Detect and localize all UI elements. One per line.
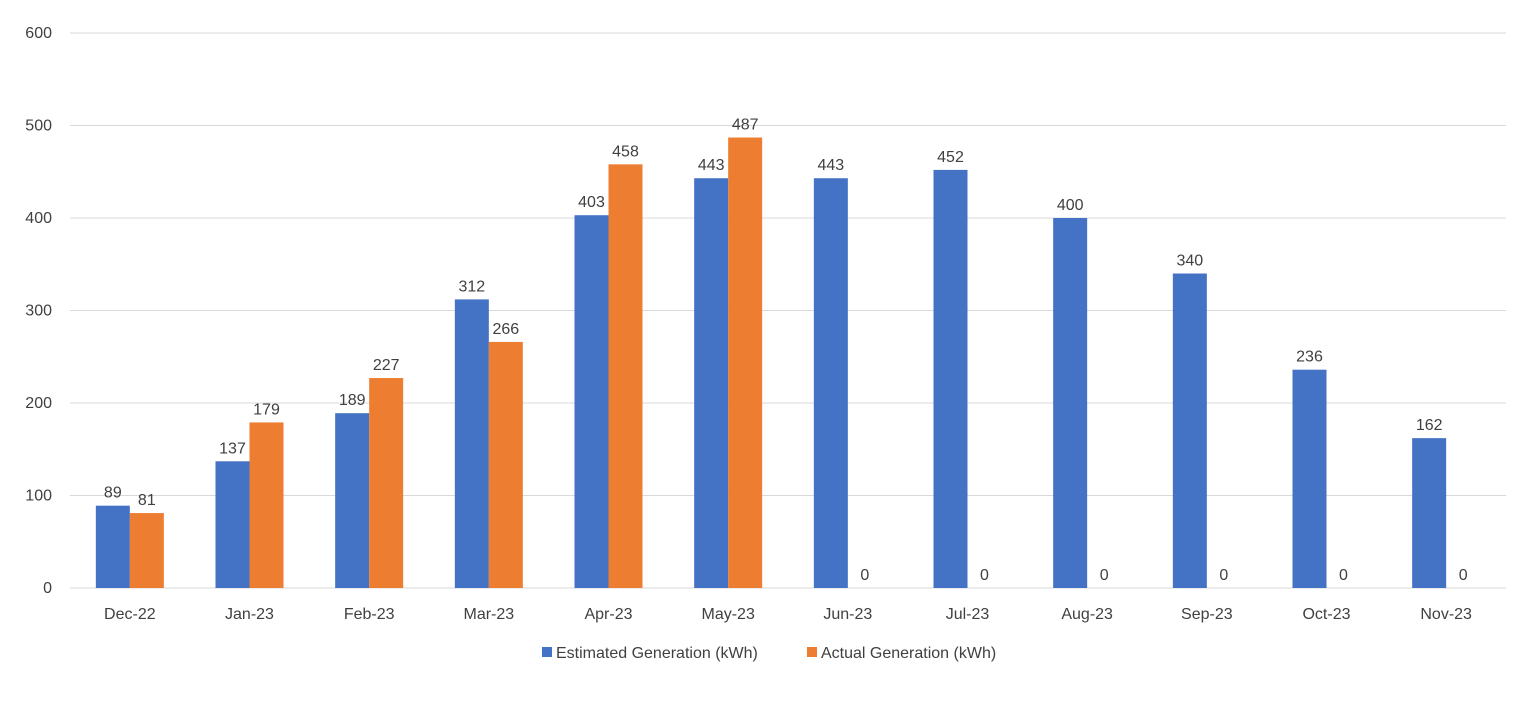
bar-actual-dec-22 xyxy=(129,513,164,588)
data-label-estimated: 236 xyxy=(1296,349,1323,366)
data-label-estimated: 137 xyxy=(219,440,246,457)
x-category-label: Sep-23 xyxy=(1181,606,1233,623)
data-label-actual: 487 xyxy=(732,117,759,134)
x-category-label: Nov-23 xyxy=(1420,606,1472,623)
bars xyxy=(95,137,1447,588)
bar-estimated-oct-23 xyxy=(1292,369,1327,588)
data-label-estimated: 443 xyxy=(817,157,844,174)
bar-estimated-apr-23 xyxy=(574,215,609,588)
x-category-label: Oct-23 xyxy=(1302,606,1350,623)
bar-estimated-dec-22 xyxy=(95,505,130,588)
x-category-label: Dec-22 xyxy=(104,606,156,623)
data-label-estimated: 340 xyxy=(1176,253,1203,270)
data-label-actual: 81 xyxy=(138,492,156,509)
x-category-label: Apr-23 xyxy=(584,606,632,623)
bar-actual-jan-23 xyxy=(249,422,284,588)
x-category-label: Jul-23 xyxy=(946,606,990,623)
data-label-estimated: 89 xyxy=(104,485,122,502)
y-tick-label: 100 xyxy=(25,488,52,505)
gridlines xyxy=(70,32,1506,589)
y-axis-ticks: 0 100 200 300 400 500 600 xyxy=(25,25,52,597)
legend-swatch-actual xyxy=(807,647,817,657)
bar-estimated-jun-23 xyxy=(813,178,848,588)
y-tick-label: 0 xyxy=(43,580,52,597)
y-tick-label: 500 xyxy=(25,118,52,135)
x-category-label: Aug-23 xyxy=(1061,606,1113,623)
y-tick-label: 600 xyxy=(25,25,52,42)
legend-label-estimated: Estimated Generation (kWh) xyxy=(556,645,758,662)
bar-estimated-nov-23 xyxy=(1412,438,1447,588)
x-category-label: Feb-23 xyxy=(344,606,395,623)
data-label-actual: 0 xyxy=(860,567,869,584)
data-label-actual: 0 xyxy=(1219,567,1228,584)
data-label-actual: 227 xyxy=(373,357,400,374)
x-axis-categories: Dec-22 Jan-23 Feb-23 Mar-23 Apr-23 May-23 Jun-… xyxy=(104,606,1472,623)
data-label-actual: 0 xyxy=(980,567,989,584)
data-label-actual: 179 xyxy=(253,401,280,418)
data-label-estimated: 162 xyxy=(1416,417,1443,434)
bar-estimated-may-23 xyxy=(694,178,729,588)
data-label-estimated: 443 xyxy=(698,157,725,174)
data-label-estimated: 452 xyxy=(937,149,964,166)
bar-actual-may-23 xyxy=(728,137,763,588)
data-labels: 89 81 137 179 189 227 312 266 403 458 443 487 443 0 45… xyxy=(104,117,1468,584)
data-label-estimated: 400 xyxy=(1057,197,1084,214)
bar-estimated-jul-23 xyxy=(933,169,968,588)
data-label-actual: 458 xyxy=(612,143,639,160)
bar-estimated-sep-23 xyxy=(1172,273,1207,588)
y-tick-label: 200 xyxy=(25,395,52,412)
bar-actual-feb-23 xyxy=(369,378,404,588)
data-label-estimated: 403 xyxy=(578,194,605,211)
bar-estimated-feb-23 xyxy=(335,413,370,588)
data-label-actual: 0 xyxy=(1459,567,1468,584)
y-tick-label: 300 xyxy=(25,303,52,320)
legend-label-actual: Actual Generation (kWh) xyxy=(821,645,996,662)
data-label-estimated: 189 xyxy=(339,392,366,409)
bar-estimated-jan-23 xyxy=(215,461,250,588)
data-label-actual: 0 xyxy=(1339,567,1348,584)
bar-actual-mar-23 xyxy=(488,341,523,588)
x-category-label: May-23 xyxy=(701,606,754,623)
x-category-label: Jan-23 xyxy=(225,606,274,623)
x-category-label: Mar-23 xyxy=(463,606,514,623)
bar-actual-apr-23 xyxy=(608,164,643,588)
data-label-actual: 266 xyxy=(492,321,519,338)
data-label-actual: 0 xyxy=(1100,567,1109,584)
y-tick-label: 400 xyxy=(25,210,52,227)
bar-estimated-aug-23 xyxy=(1053,218,1088,588)
legend: Estimated Generation (kWh) Actual Generat… xyxy=(542,645,996,662)
data-label-estimated: 312 xyxy=(458,278,485,295)
x-category-label: Jun-23 xyxy=(823,606,872,623)
legend-swatch-estimated xyxy=(542,647,552,657)
bar-estimated-mar-23 xyxy=(454,299,489,588)
